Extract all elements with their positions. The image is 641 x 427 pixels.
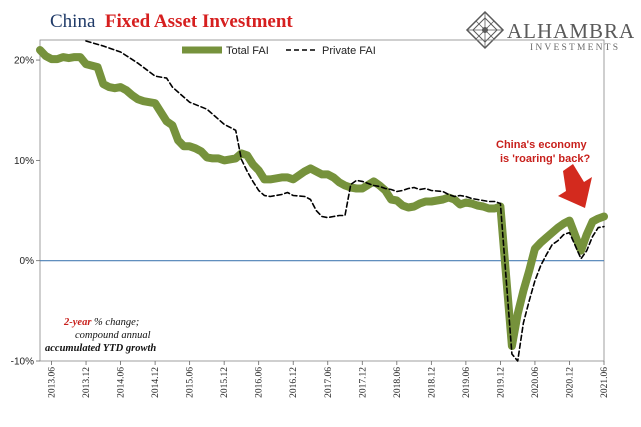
y-tick-label: 10% [14,156,34,167]
chart-title-part1: China [50,11,96,32]
plot-area [39,39,605,362]
x-tick-label: 2014.06 [117,367,127,398]
callout-line1: China's economy [496,139,588,151]
chart-title-part2: Fixed Asset Investment [105,11,294,32]
x-tick-label: 2018.06 [393,367,403,398]
note-line1: 2-year % change; [63,317,139,328]
note-line1-rest: % change; [91,317,139,328]
y-tick-label: -10% [11,357,34,368]
x-tick-label: 2016.12 [289,367,299,398]
x-tick-label: 2017.06 [324,367,334,398]
y-axis: 20% 10% 0% -10% [11,56,40,368]
legend-label-private-fai: Private FAI [322,45,376,57]
x-tick-label: 2019.06 [462,367,472,398]
y-tick-label: 0% [20,256,35,267]
series-layer [36,40,608,362]
logo-name: ALHAMBRA [507,19,635,43]
x-tick-label: 2019.12 [496,367,506,398]
x-tick-label: 2013.06 [48,367,58,398]
x-tick-label: 2013.12 [82,367,92,398]
x-tick-label: 2020.12 [565,367,575,398]
diamond-logo-icon [465,10,505,50]
alhambra-logo: ALHAMBRA INVESTMENTS [465,10,635,53]
callout-line2: is 'roaring' back? [500,153,590,165]
logo-sub: INVESTMENTS [530,43,620,53]
note-line2: compound annual [75,330,151,341]
x-tick-label: 2015.06 [186,367,196,398]
red-arrow-icon [558,164,592,208]
x-tick-label: 2020.06 [531,367,541,398]
x-tick-label: 2016.06 [255,367,265,398]
y-tick-label: 20% [14,56,34,67]
methodology-note: 2-year % change; compound annual accumul… [45,317,156,354]
chart-title: China Fixed Asset Investment [50,11,293,32]
x-tick-label: 2015.12 [220,367,230,398]
roaring-back-callout: China's economy is 'roaring' back? [496,139,592,208]
x-tick-label: 2014.12 [151,367,161,398]
note-line1-red: 2-year [63,317,92,328]
note-line3: accumulated YTD growth [45,343,156,354]
legend: Total FAI Private FAI [182,45,376,57]
x-tick-label: 2017.12 [358,367,368,398]
series-line-total-fai [36,46,608,350]
legend-label-total-fai: Total FAI [226,45,269,57]
x-axis: 2013.06 2013.12 2014.06 2014.12 2015.06 2015.… [48,361,610,398]
series-line-private-fai [85,40,605,362]
x-tick-label: 2021.06 [600,367,610,398]
x-tick-label: 2018.12 [427,367,437,398]
